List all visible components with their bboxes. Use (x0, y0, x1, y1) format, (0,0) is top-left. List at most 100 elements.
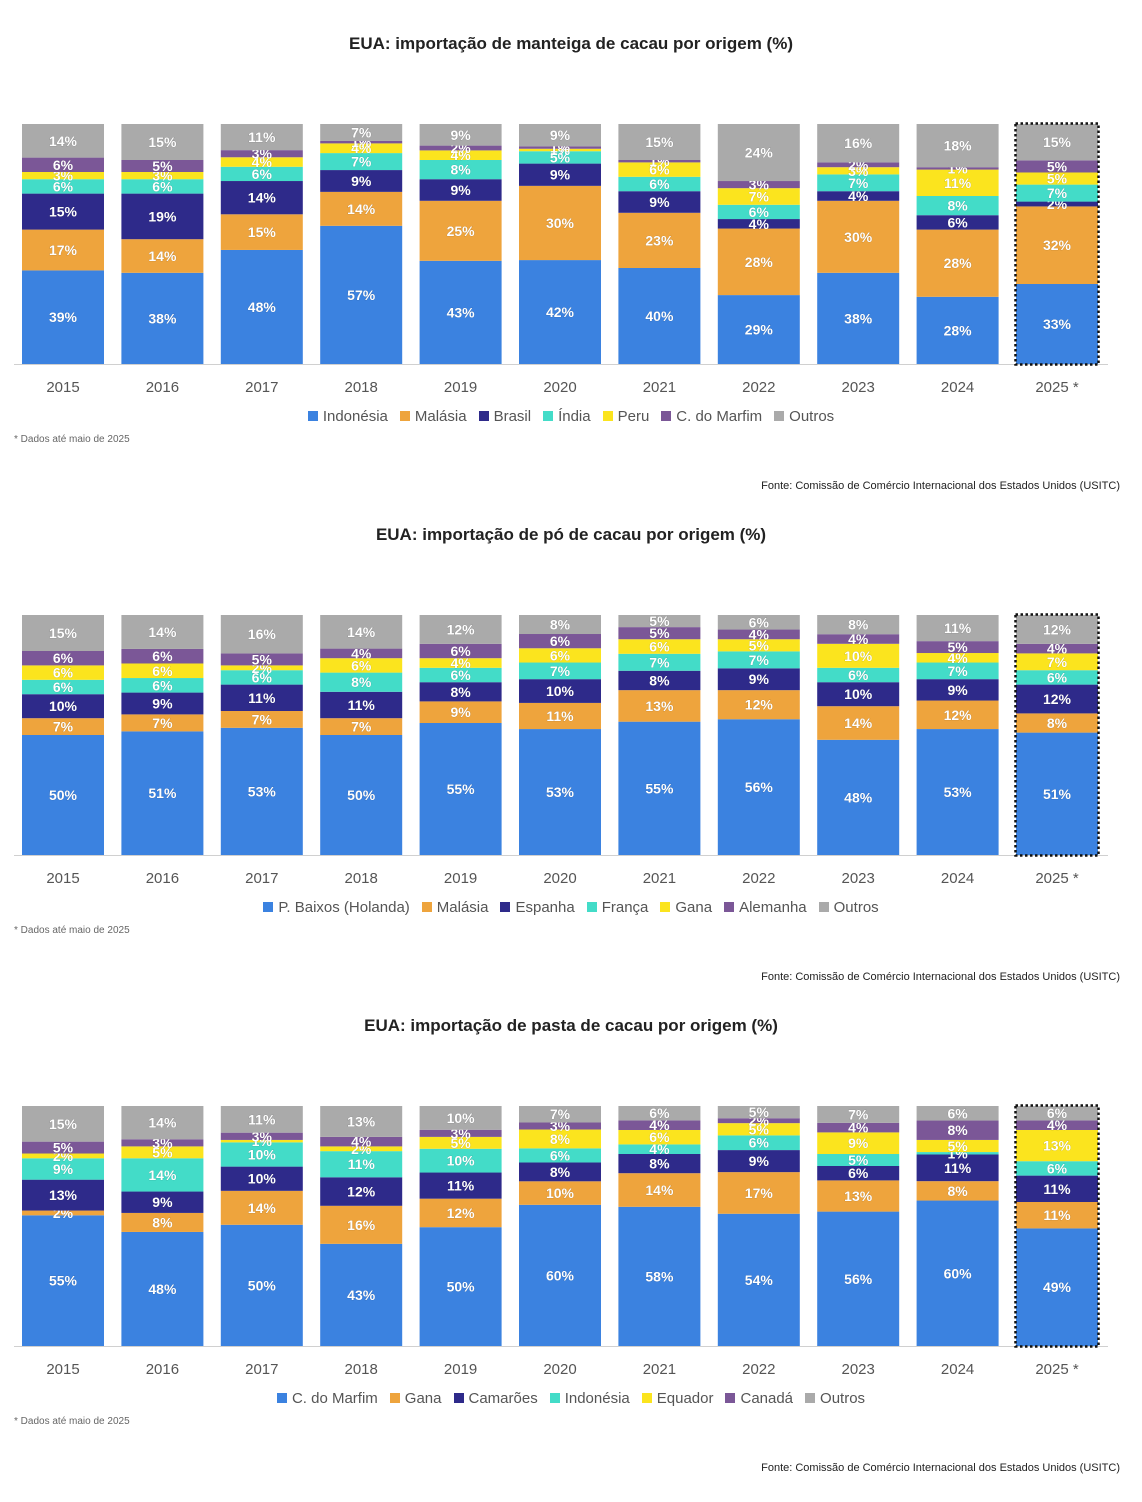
data-label: 29% (745, 322, 774, 338)
bar-segment (419, 200, 502, 261)
stacked-bar-chart: 50%7%10%6%6%6%15%201551%7%9%6%6%6%14%201… (14, 613, 1108, 887)
data-label: 30% (546, 215, 575, 231)
data-label: 9% (649, 194, 670, 210)
legend-label: Outros (789, 408, 835, 425)
x-tick-label: 2015 (46, 1361, 79, 1378)
data-label: 50% (49, 787, 78, 803)
x-tick-label: 2024 (941, 1361, 974, 1378)
bar-segment (916, 729, 999, 855)
data-label: 50% (447, 1279, 476, 1295)
legend-swatch (549, 1393, 560, 1403)
legend-item: Gana (660, 899, 712, 916)
data-label: 6% (53, 665, 74, 681)
data-label: 9% (848, 1135, 869, 1151)
bar-segment (419, 260, 502, 364)
data-label: 6% (53, 157, 74, 173)
bar-segment (1016, 732, 1098, 855)
bar-segment (220, 1106, 303, 1133)
bar-segment (1016, 206, 1098, 284)
highlight-outline (1014, 613, 1100, 857)
x-tick-label: 2025 * (1035, 379, 1079, 396)
data-label: 5% (649, 625, 670, 641)
bar-segment (519, 1129, 601, 1149)
bar-segment (817, 682, 900, 707)
legend-swatch (453, 1393, 464, 1403)
bar-segment (22, 1141, 104, 1154)
data-label: 4% (351, 140, 372, 156)
data-label: 16% (844, 135, 873, 151)
data-label: 8% (947, 198, 968, 214)
bar-segment (618, 627, 701, 640)
bar-segment (817, 643, 900, 668)
bar-segment (320, 1151, 403, 1178)
data-label: 6% (1047, 669, 1068, 685)
data-label: 14% (347, 624, 376, 640)
data-label: 7% (848, 175, 869, 191)
bar-segment (519, 702, 601, 730)
data-label: 56% (745, 779, 774, 795)
bar-segment (817, 174, 900, 192)
bar-segment (717, 639, 800, 652)
bar-segment (320, 648, 403, 659)
bar-segment (320, 124, 403, 141)
bar-segment (220, 124, 303, 151)
data-label: 12% (1043, 621, 1072, 637)
data-label: 5% (152, 1144, 173, 1160)
bar-segment (22, 179, 104, 194)
data-label: 43% (447, 304, 476, 320)
data-label: 9% (450, 182, 471, 198)
data-label: 4% (351, 1134, 372, 1150)
bar-segment (916, 229, 999, 297)
data-label: 6% (351, 657, 372, 673)
data-label: 55% (645, 780, 674, 796)
data-label: 5% (450, 1135, 471, 1151)
data-label: 11% (447, 1178, 475, 1194)
legend-swatch (641, 1393, 652, 1403)
data-label: 5% (749, 1104, 770, 1120)
data-label: 7% (749, 188, 770, 204)
bar-segment (220, 1190, 303, 1225)
bar-segment (717, 228, 800, 296)
bar-segment (519, 662, 601, 680)
data-label: 17% (745, 1185, 774, 1201)
bar-segment (320, 615, 403, 649)
bar-segment (916, 196, 999, 216)
data-label: 13% (347, 1113, 376, 1129)
highlight-outline (1014, 1104, 1100, 1348)
legend-swatch (389, 1393, 400, 1403)
data-label: 60% (944, 1265, 973, 1281)
bar-segment (22, 124, 104, 158)
data-label: 9% (749, 1153, 770, 1169)
bar-segment (121, 1106, 204, 1140)
x-tick-label: 2024 (941, 379, 974, 396)
data-label: 14% (49, 133, 78, 149)
highlight-outline (1014, 122, 1100, 366)
bar-segment (419, 145, 502, 151)
bar-segment (618, 268, 701, 364)
bar-segment (618, 615, 701, 628)
data-label: 6% (53, 679, 74, 695)
data-label: 38% (148, 310, 177, 326)
data-label: 5% (1047, 171, 1068, 187)
data-label: 11% (248, 129, 276, 145)
data-label: 6% (252, 669, 273, 685)
data-label: 8% (550, 617, 571, 633)
bar-segment (121, 179, 204, 194)
data-label: 8% (649, 1156, 670, 1172)
bar-segment (22, 229, 104, 271)
data-label: 57% (347, 287, 376, 303)
data-label: 38% (844, 310, 873, 326)
legend-swatch (602, 411, 613, 421)
data-label: 11% (248, 1111, 276, 1127)
legend-label: Canadá (740, 1390, 794, 1407)
chart-title: EUA: importação de pasta de cacau por or… (364, 1016, 778, 1035)
data-label: 9% (550, 167, 571, 183)
bar-segment (618, 212, 701, 268)
data-label: 6% (152, 178, 173, 194)
chart-panel-pasta: EUA: importação de pasta de cacau por or… (0, 982, 1142, 1474)
legend-item: Malásia (421, 899, 488, 916)
bar-segment (419, 160, 502, 180)
data-label: 4% (252, 154, 273, 170)
x-tick-label: 2015 (46, 379, 79, 396)
bar-segment (419, 723, 502, 855)
